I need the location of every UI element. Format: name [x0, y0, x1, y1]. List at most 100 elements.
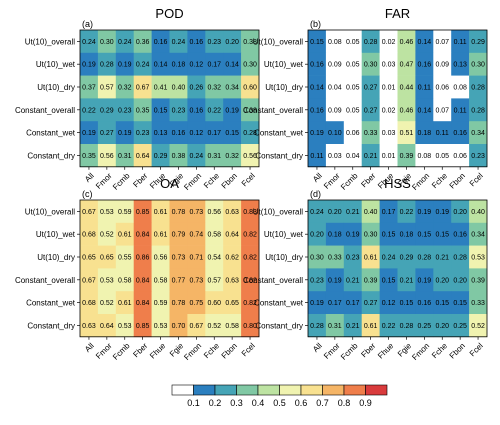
cell-value: 0.13: [453, 62, 467, 69]
heatmap-cell: [97, 200, 117, 224]
heatmap-cell: [379, 144, 398, 168]
cell-value: 0.65: [100, 255, 114, 262]
heatmap-cell: [169, 52, 188, 76]
heatmap-cell: [415, 291, 434, 315]
colorbar-tick-label: 0.1: [187, 398, 200, 408]
cell-value: 0.27: [364, 300, 378, 307]
cell-value: 0.22: [207, 107, 221, 114]
heatmap-cell: [187, 98, 206, 122]
panel-label: (d): [310, 189, 321, 199]
heatmap-cell: [325, 98, 345, 122]
cell-value: 0.52: [207, 323, 221, 330]
cell-value: 0.28: [243, 130, 257, 137]
heatmap-cell: [97, 30, 117, 54]
column-label: Fmon: [410, 341, 431, 362]
cell-value: 0.52: [471, 323, 485, 330]
cell-value: 0.18: [400, 232, 414, 239]
cell-value: 0.32: [225, 153, 239, 160]
cell-value: 0.17: [207, 130, 221, 137]
column-label: Fmon: [182, 341, 203, 362]
heatmap-cell: [397, 245, 416, 269]
cell-value: 0.24: [190, 153, 204, 160]
cell-value: 0.85: [136, 323, 150, 330]
cell-value: 0.60: [243, 85, 257, 92]
column-label: Fber: [359, 171, 377, 189]
heatmap-cell: [187, 75, 206, 99]
row-label: Ut(10)_wet: [36, 230, 76, 239]
cell-value: 0.53: [100, 209, 114, 216]
cell-value: 0.61: [364, 255, 378, 262]
heatmap-cell: [469, 314, 488, 338]
row-label: Ut(10)_overall: [253, 37, 303, 46]
heatmap-cell: [415, 268, 434, 292]
cell-value: 0.08: [418, 153, 432, 160]
heatmap-cell: [397, 98, 416, 122]
cell-value: 0.46: [400, 39, 414, 46]
cell-value: 0.11: [418, 85, 431, 92]
cell-value: 0.10: [328, 130, 342, 137]
cell-value: 0.20: [328, 209, 342, 216]
cell-value: 0.20: [435, 277, 449, 284]
cell-value: 0.20: [453, 209, 467, 216]
cell-value: 0.73: [190, 277, 204, 284]
column-label: All: [311, 341, 324, 354]
cell-value: 0.26: [190, 85, 204, 92]
row-label: Ut(10)_dry: [265, 83, 303, 92]
heatmap-cell: [397, 121, 416, 145]
cell-value: 0.14: [418, 39, 432, 46]
cell-value: 0.05: [346, 85, 360, 92]
heatmap-cell: [379, 121, 398, 145]
heatmap-cell: [361, 121, 380, 145]
cell-value: 0.28: [418, 255, 432, 262]
heatmap-cell: [151, 245, 170, 269]
heatmap-cell: [80, 291, 99, 315]
cell-value: 0.61: [118, 300, 132, 307]
cell-value: 0.53: [118, 323, 132, 330]
cell-value: 0.58: [154, 277, 168, 284]
cell-value: 0.19: [310, 130, 324, 137]
column-label: Fmon: [182, 171, 203, 192]
heatmap-cell: [151, 314, 170, 338]
cell-value: 0.09: [328, 62, 342, 69]
heatmap-cell: [205, 30, 224, 54]
cell-value: 0.20: [310, 232, 324, 239]
heatmap-cell: [187, 200, 206, 224]
heatmap-cell: [361, 75, 380, 99]
cell-value: 0.16: [172, 130, 186, 137]
cell-value: 0.15: [310, 39, 324, 46]
cell-value: 0.68: [82, 300, 96, 307]
heatmap-cell: [241, 75, 260, 99]
heatmap-cell: [325, 314, 345, 338]
cell-value: 0.84: [136, 232, 150, 239]
cell-value: 0.21: [400, 277, 414, 284]
heatmap-cell: [115, 200, 134, 224]
heatmap-cell: [133, 291, 152, 315]
heatmap-cell: [361, 52, 380, 76]
cell-value: 0.29: [154, 153, 168, 160]
column-label: Fche: [202, 341, 221, 360]
cell-value: 0.57: [100, 85, 114, 92]
cell-value: 0.16: [154, 39, 168, 46]
column-label: Fche: [430, 341, 449, 360]
colorbar-segment: [171, 384, 194, 396]
cell-value: 0.28: [400, 323, 414, 330]
row-label: Constant_overall: [15, 106, 75, 115]
cell-value: 0.13: [154, 130, 168, 137]
heatmap-cell: [397, 222, 416, 246]
row-label: Ut(10)_overall: [253, 207, 303, 216]
cell-value: 0.16: [453, 130, 467, 137]
cell-value: 0.37: [82, 85, 96, 92]
column-label: Fbon: [220, 341, 239, 360]
cell-value: 0.04: [328, 85, 342, 92]
heatmap-cell: [379, 268, 398, 292]
cell-value: 0.67: [136, 85, 150, 92]
heatmap-cell: [361, 268, 380, 292]
heatmap-cell: [469, 268, 488, 292]
cell-value: 0.78: [172, 209, 186, 216]
cell-value: 0.22: [382, 323, 396, 330]
heatmap-cell: [115, 245, 134, 269]
heatmap-cell: [115, 222, 134, 246]
heatmap-cell: [343, 291, 362, 315]
column-label: All: [83, 171, 96, 184]
